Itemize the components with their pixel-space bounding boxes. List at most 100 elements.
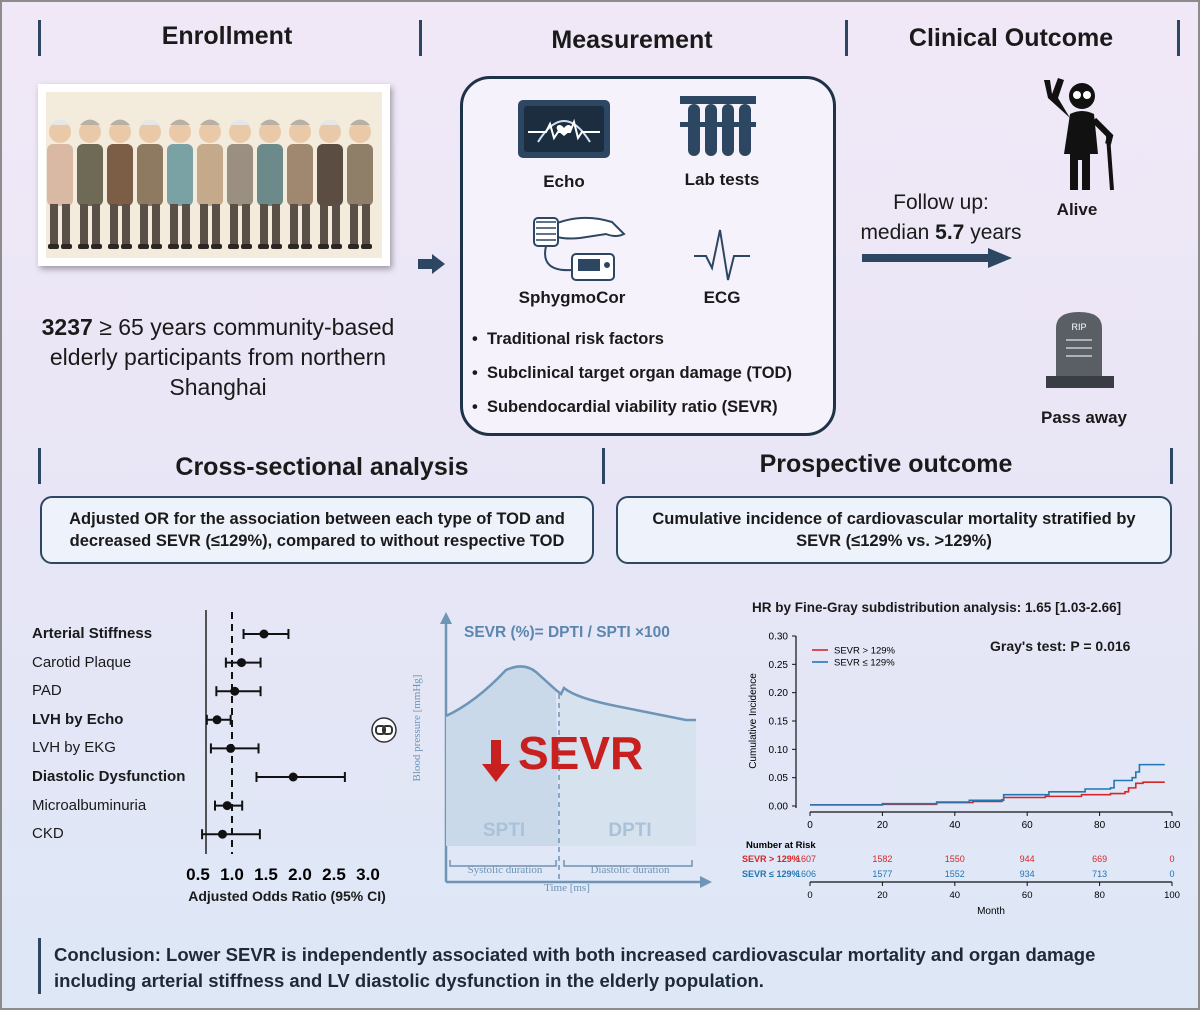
- person-leg: [290, 204, 298, 246]
- person-leg: [152, 204, 160, 246]
- forest-point-estimate: [259, 629, 269, 639]
- person-leg: [110, 204, 118, 246]
- participants-text: ≥ 65 years community-based elderly parti…: [49, 314, 395, 400]
- bullet-item: • Subclinical target organ damage (TOD): [472, 364, 792, 382]
- risk-table-x-tick: 100: [1164, 890, 1180, 901]
- person-leg: [350, 204, 358, 246]
- sevr-xlabel: Time [ms]: [544, 882, 590, 894]
- systolic-duration-label: Systolic duration: [467, 864, 543, 876]
- echo-label: Echo: [543, 172, 585, 191]
- prospective-info-box: Cumulative incidence of cardiovascular m…: [616, 496, 1172, 564]
- km-x-tick: 20: [877, 820, 889, 831]
- forest-row-label: Diastolic Dysfunction: [32, 768, 186, 785]
- person-leg: [212, 204, 220, 246]
- person-head: [229, 121, 251, 143]
- forest-point-estimate: [217, 829, 227, 839]
- lab-tests-label: Lab tests: [684, 170, 760, 189]
- km-x-tick: 40: [949, 820, 961, 831]
- person-head: [169, 121, 191, 143]
- person-leg: [122, 204, 130, 246]
- sphygmocor-label: SphygmoCor: [518, 288, 626, 307]
- person-hair: [320, 119, 340, 125]
- forest-xlabel: Adjusted Odds Ratio (95% CI): [188, 888, 386, 904]
- person-body: [47, 144, 73, 206]
- km-y-tick: 0.00: [769, 802, 789, 813]
- risk-table-value: 1550: [945, 854, 965, 864]
- km-x-tick: 60: [1022, 820, 1034, 831]
- person-head: [199, 121, 221, 143]
- km-x-tick: 100: [1164, 820, 1181, 831]
- forest-row-label: Carotid Plaque: [32, 653, 132, 671]
- grays-test-annotation: Gray's test: P = 0.016: [990, 638, 1131, 654]
- person-leg: [80, 204, 88, 246]
- forest-row-label: LVH by EKG: [32, 739, 116, 757]
- person-leg: [170, 204, 178, 246]
- km-legend-label: SEVR > 129%: [834, 646, 896, 657]
- follow-up-years: 5.7: [935, 221, 965, 244]
- person-shoe: [151, 244, 162, 249]
- forest-plot-svg: 0.5 1.0 1.5 2.0 2.5 3.0: [186, 610, 380, 884]
- forest-point-estimate: [226, 743, 236, 753]
- ecg-label: ECG: [703, 288, 741, 307]
- person-hair: [80, 119, 100, 125]
- risk-table-value: 713: [1092, 869, 1107, 879]
- person-head: [259, 121, 281, 143]
- risk-table-value: 1606: [796, 869, 816, 879]
- divider-bar: [38, 20, 41, 56]
- person-shoe: [331, 244, 342, 249]
- person-leg: [50, 204, 58, 246]
- cumulative-incidence-chart: 0.00 0.05 0.10 0.15 0.20 0.25 0.30 Cumulative I…: [742, 632, 1181, 918]
- enrollment-title: Enrollment: [161, 22, 293, 50]
- km-x-tick: 0: [807, 820, 813, 831]
- forest-x-tick: 2.0: [288, 865, 312, 884]
- km-ylabel: Cumulative Incidence: [748, 673, 759, 769]
- risk-table-x-tick: 20: [877, 890, 888, 901]
- km-chart-title: HR by Fine-Gray subdistribution analysis…: [752, 600, 1122, 615]
- km-legend-label: SEVR ≤ 129%: [834, 658, 895, 669]
- person-body: [287, 144, 313, 206]
- km-y-tick: 0.15: [769, 717, 789, 728]
- divider-bar: [1170, 448, 1173, 484]
- echo-monitor-icon: [518, 100, 610, 158]
- person-body: [227, 144, 253, 206]
- person-shoe: [271, 244, 282, 249]
- km-y-tick: 0.30: [769, 632, 789, 643]
- conclusion-text: Conclusion: Lower SEVR is independently …: [54, 944, 1096, 991]
- person-shoe: [121, 244, 132, 249]
- km-xlabel: Month: [977, 906, 1005, 917]
- person-head: [79, 121, 101, 143]
- cross-sectional-info-box: Adjusted OR for the association between …: [40, 496, 594, 564]
- forest-point-estimate: [237, 658, 247, 668]
- forest-plot: Arterial Stiffness Carotid Plaque PAD LVH b…: [2, 602, 402, 922]
- person-leg: [320, 204, 328, 246]
- forest-row-label: PAD: [32, 682, 62, 700]
- person-shoe: [318, 244, 329, 249]
- person-body: [317, 144, 343, 206]
- person-head: [49, 121, 71, 143]
- risk-table-value: 934: [1020, 869, 1035, 879]
- person-hair: [110, 119, 130, 125]
- sevr-pressure-diagram: [440, 612, 712, 888]
- risk-table-x-tick: 60: [1022, 890, 1033, 901]
- forest-x-tick: 1.0: [220, 865, 244, 884]
- person-leg: [362, 204, 370, 246]
- dpti-label: DPTI: [608, 820, 652, 841]
- person-hair: [350, 119, 370, 125]
- km-y-tick: 0.05: [769, 773, 789, 784]
- risk-table-row-label: SEVR ≤ 129%: [742, 869, 799, 879]
- person-shoe: [301, 244, 312, 249]
- pass-away-label: Pass away: [1040, 408, 1127, 427]
- person-body: [77, 144, 103, 206]
- person-leg: [200, 204, 208, 246]
- forest-x-tick: 1.5: [254, 865, 278, 884]
- forest-x-tick: 3.0: [356, 865, 380, 884]
- person-leg: [242, 204, 250, 246]
- km-series-line: [810, 763, 1165, 806]
- person-head: [139, 121, 161, 143]
- person-leg: [140, 204, 148, 246]
- risk-table-value: 1577: [872, 869, 892, 879]
- divider-bar: [602, 448, 605, 484]
- person-shoe: [108, 244, 119, 249]
- measurement-title: Measurement: [551, 26, 713, 54]
- measurement-bullet-list: • Traditional risk factors • Subclinical…: [472, 330, 832, 432]
